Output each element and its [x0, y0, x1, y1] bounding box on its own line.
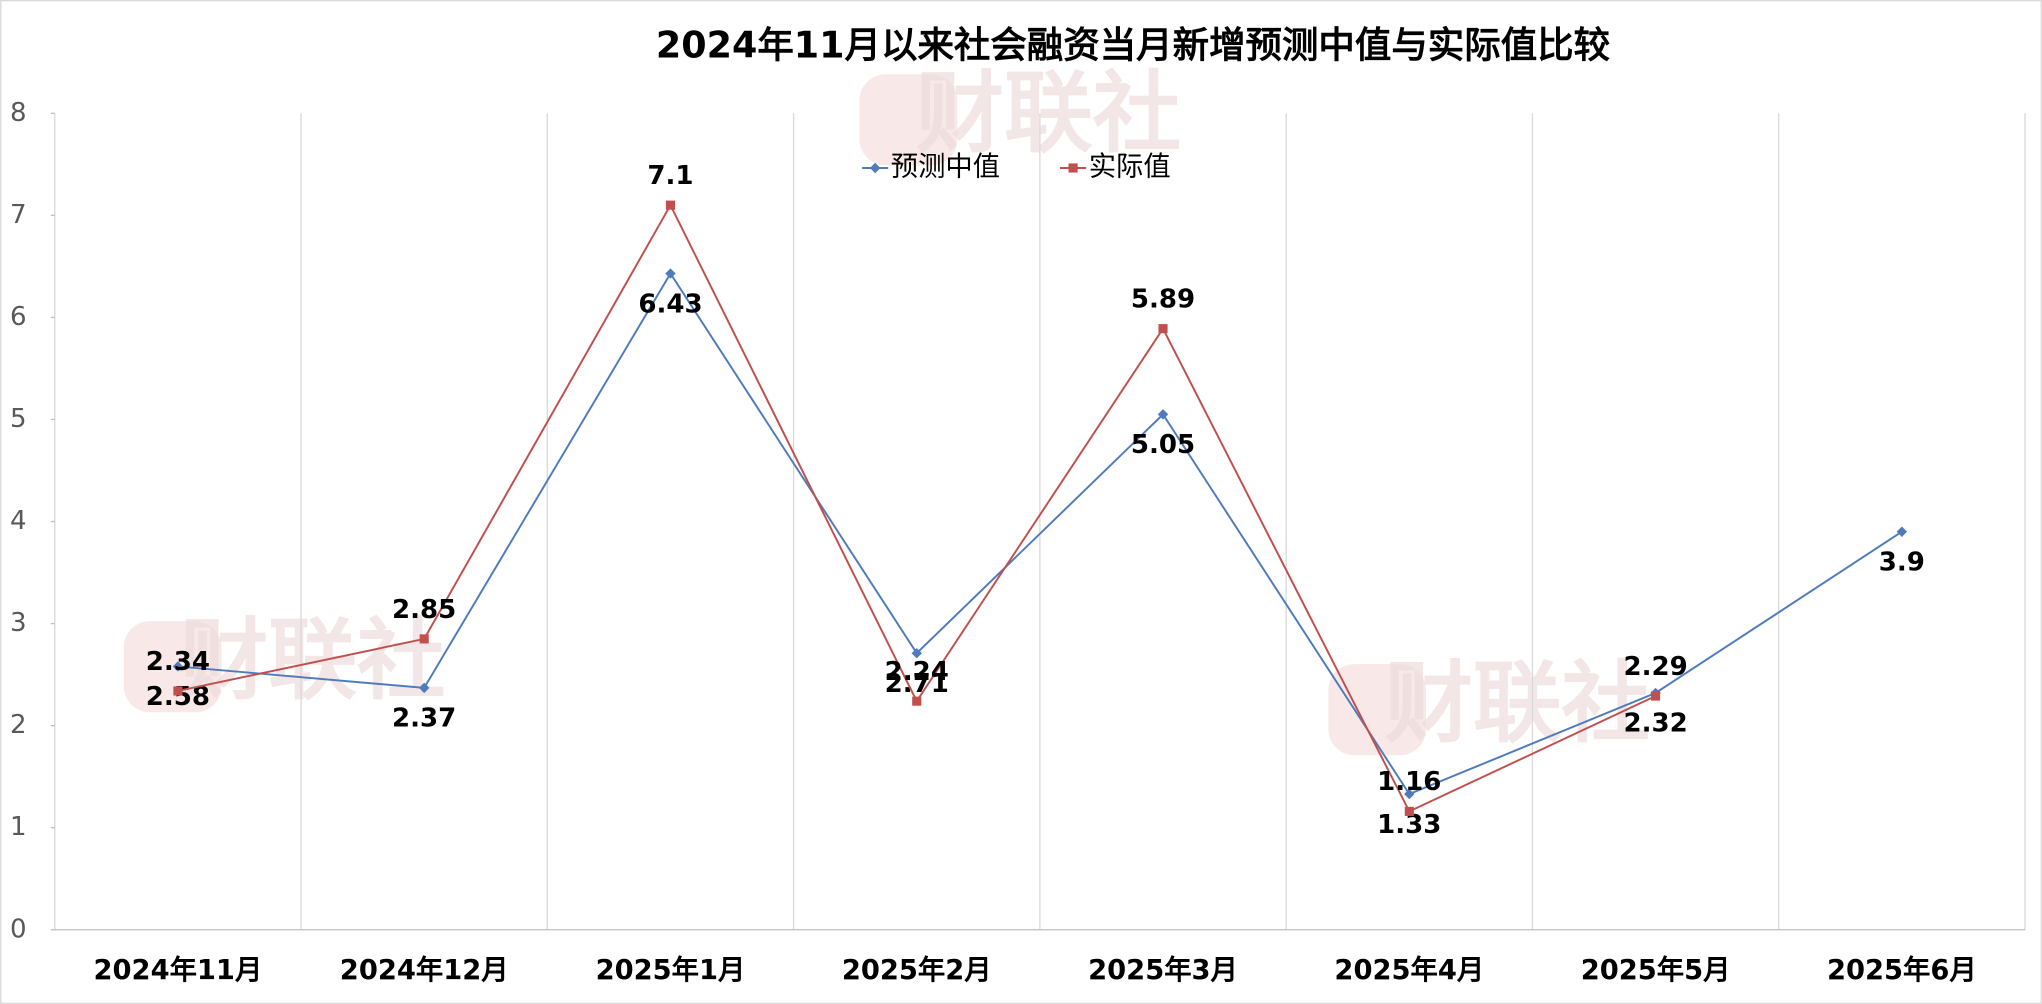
watermark-logo — [1328, 664, 1426, 756]
data-label: 2.34 — [146, 647, 210, 677]
legend-marker — [869, 162, 881, 174]
data-label: 6.43 — [638, 289, 702, 319]
point — [665, 268, 676, 279]
legend-label: 预测中值 — [891, 151, 1000, 182]
point — [172, 661, 184, 672]
y-tick-label: 4 — [10, 506, 27, 536]
x-tick-label: 2024年11月 — [94, 954, 263, 986]
x-tick-label: 2025年2月 — [842, 954, 992, 986]
data-label: 3.9 — [1879, 547, 1925, 577]
point — [911, 647, 922, 659]
point — [419, 634, 429, 644]
data-label: 2.29 — [1623, 652, 1687, 682]
legend-label: 实际值 — [1089, 151, 1171, 182]
y-tick-label: 0 — [10, 914, 27, 944]
y-tick-label: 8 — [10, 98, 27, 128]
series-line — [177, 271, 1903, 796]
data-label: 5.05 — [1131, 430, 1195, 460]
y-tick-label: 7 — [10, 200, 27, 230]
y-tick-label: 5 — [10, 404, 27, 434]
watermark: 财联社 — [916, 62, 1182, 165]
y-tick-label: 6 — [10, 302, 27, 332]
data-label: 2.85 — [392, 595, 456, 625]
watermark-logo — [859, 74, 958, 166]
watermark: 财联社 — [180, 609, 446, 712]
y-tick-label: 2 — [10, 710, 27, 740]
point — [1158, 324, 1168, 334]
x-tick-label: 2025年6月 — [1827, 954, 1977, 986]
data-label: 7.1 — [647, 161, 693, 191]
x-tick-label: 2025年5月 — [1581, 954, 1731, 986]
x-tick-label: 2025年1月 — [596, 954, 746, 986]
point — [1404, 788, 1415, 800]
data-label: 2.24 — [885, 657, 949, 687]
y-tick-label: 1 — [10, 812, 27, 842]
point — [912, 696, 922, 706]
x-tick-label: 2025年4月 — [1334, 954, 1484, 986]
chart-title: 2024年11月以来社会融资当月新增预测中值与实际值比较 — [656, 23, 1611, 66]
legend-marker — [1068, 163, 1078, 173]
data-label: 1.16 — [1377, 767, 1441, 797]
data-label: 2.37 — [392, 704, 456, 734]
point — [1651, 691, 1661, 701]
data-label: 5.89 — [1131, 284, 1195, 314]
watermark-logo — [123, 621, 222, 713]
watermark: 财联社 — [1384, 652, 1650, 755]
point — [665, 200, 676, 210]
x-tick-label: 2025年3月 — [1088, 954, 1238, 986]
x-tick-label: 2024年12月 — [340, 954, 509, 986]
y-tick-label: 3 — [10, 608, 27, 638]
point — [1404, 806, 1414, 816]
data-label: 2.32 — [1623, 709, 1687, 739]
data-label: 2.71 — [885, 669, 949, 699]
point — [418, 682, 430, 694]
point — [1896, 526, 1908, 537]
point — [173, 686, 183, 696]
